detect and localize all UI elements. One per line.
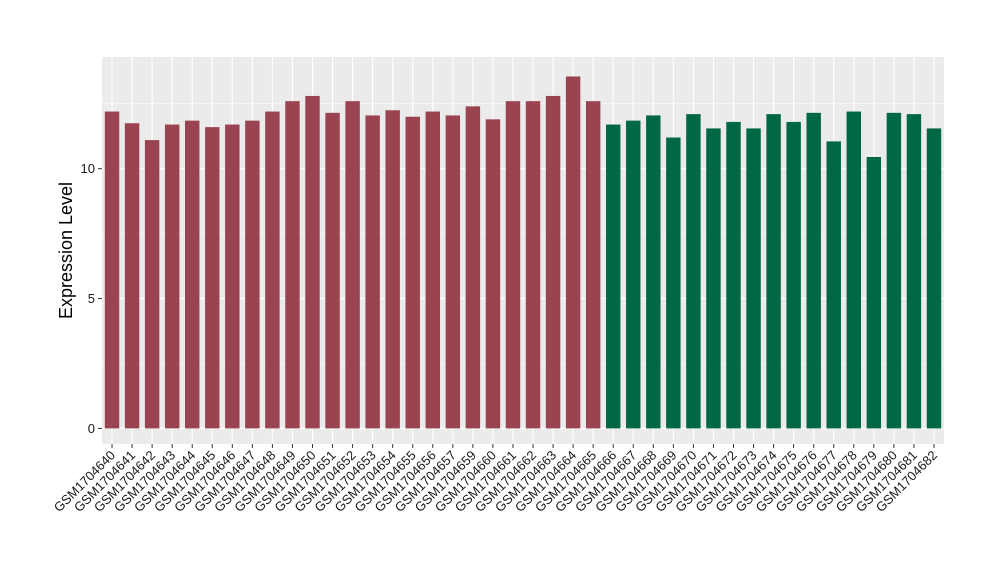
y-axis-title: Expression Level (56, 182, 76, 319)
bar-GSM1704673 (746, 128, 761, 429)
bar-GSM1704674 (766, 114, 781, 429)
bar-GSM1704653 (365, 115, 380, 429)
bar-GSM1704643 (164, 124, 180, 429)
bar-GSM1704675 (786, 121, 801, 429)
bar-GSM1704676 (806, 112, 821, 429)
bar-GSM1704655 (405, 116, 420, 429)
bar-GSM1704670 (686, 114, 701, 429)
bar-GSM1704678 (846, 111, 862, 429)
bar-GSM1704649 (285, 101, 300, 429)
bar-GSM1704682 (926, 128, 942, 429)
bar-GSM1704651 (325, 112, 340, 429)
bar-GSM1704660 (485, 119, 501, 429)
bar-GSM1704657 (445, 115, 461, 429)
y-axis: 0 5 10 (81, 161, 102, 436)
bar-GSM1704644 (184, 120, 200, 429)
bar-GSM1704654 (385, 110, 400, 429)
bar-GSM1704679 (866, 156, 882, 429)
bar-GSM1704668 (646, 115, 661, 429)
bar-GSM1704666 (605, 124, 621, 429)
bar-GSM1704640 (104, 111, 120, 429)
bar-GSM1704671 (706, 128, 721, 429)
bar-GSM1704681 (906, 114, 922, 429)
bar-GSM1704661 (505, 101, 521, 429)
bar-GSM1704664 (565, 76, 581, 429)
bar-GSM1704672 (726, 121, 741, 429)
bar-GSM1704650 (305, 95, 320, 429)
bar-GSM1704663 (545, 95, 561, 429)
y-tick-label: 10 (81, 161, 95, 176)
bar-GSM1704659 (465, 106, 481, 429)
bar-GSM1704648 (265, 111, 280, 429)
bars (104, 76, 942, 429)
bar-GSM1704645 (205, 127, 220, 429)
bar-GSM1704641 (124, 123, 140, 429)
y-tick-label: 0 (88, 421, 95, 436)
plot-panel (102, 57, 944, 444)
y-tick-label: 5 (88, 291, 95, 306)
bar-GSM1704652 (345, 101, 360, 429)
bar-GSM1704680 (886, 112, 902, 429)
bar-GSM1704642 (144, 140, 160, 429)
x-axis: GSM1704640GSM1704641GSM1704642GSM1704643… (51, 444, 940, 515)
bar-GSM1704665 (585, 101, 601, 429)
bar-GSM1704656 (425, 111, 441, 429)
bar-GSM1704667 (626, 120, 641, 429)
bar-GSM1704646 (225, 124, 240, 429)
bar-GSM1704647 (245, 120, 260, 429)
bar-GSM1704677 (826, 141, 841, 429)
bar-GSM1704669 (666, 137, 681, 429)
bar-GSM1704662 (525, 101, 541, 429)
